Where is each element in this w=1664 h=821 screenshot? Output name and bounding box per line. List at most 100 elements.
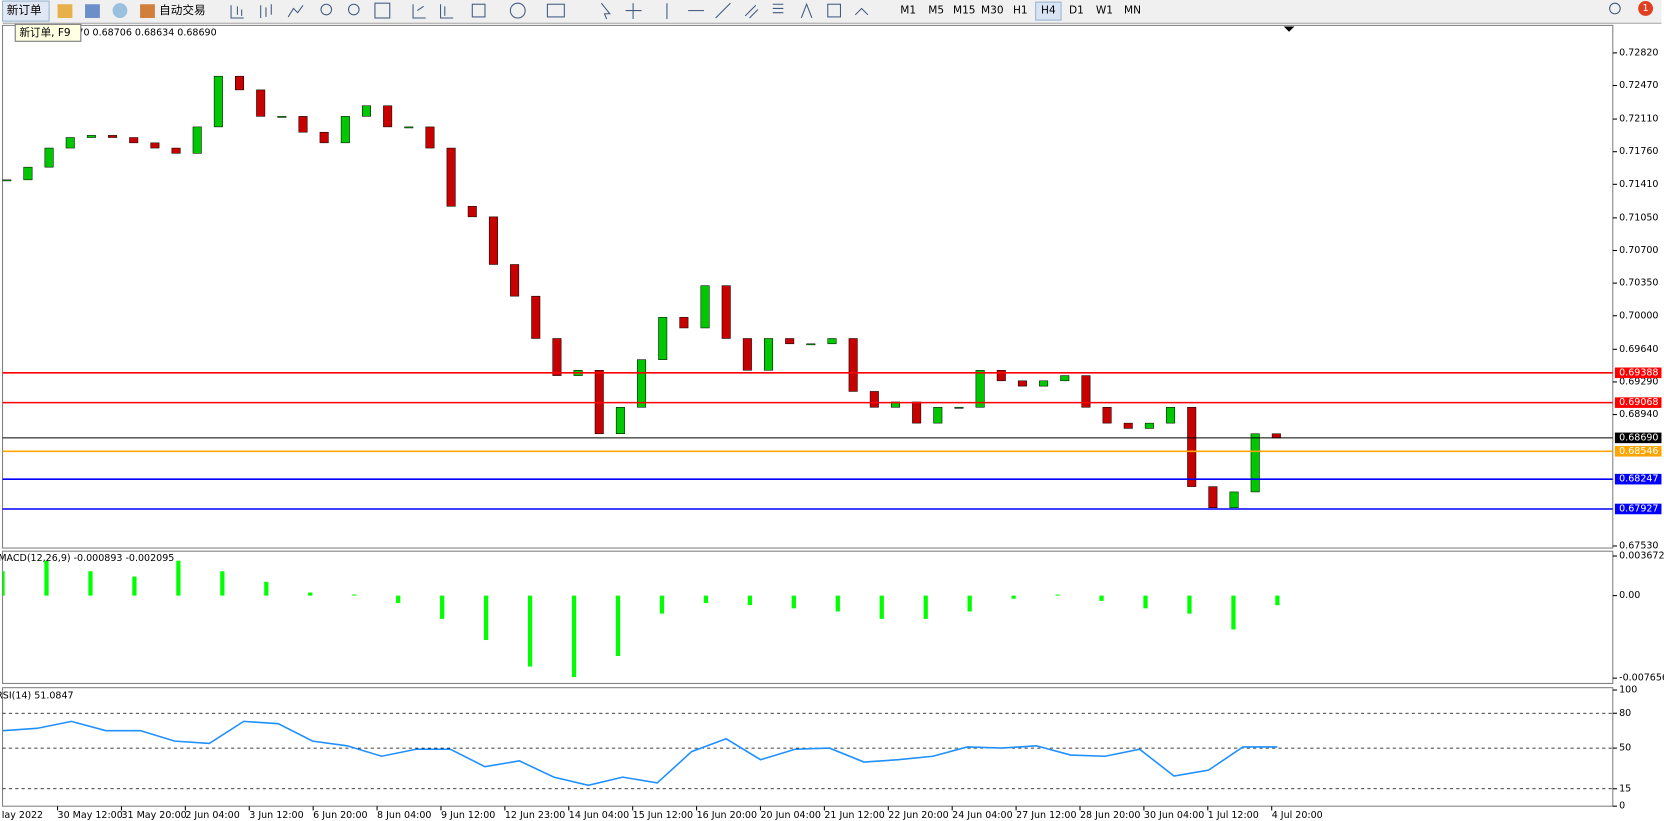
candle bbox=[171, 147, 181, 154]
y-tick-label: 80 bbox=[1619, 708, 1631, 719]
cursor-icon[interactable] bbox=[600, 2, 611, 20]
search-icon[interactable] bbox=[1609, 2, 1621, 15]
macd-bar bbox=[1011, 595, 1016, 599]
timeframe-button[interactable]: M5 bbox=[928, 5, 944, 17]
candle bbox=[615, 407, 625, 435]
timeframe-button[interactable]: H4 bbox=[1041, 5, 1056, 17]
y-tick-label: 0.72820 bbox=[1619, 47, 1658, 58]
candle bbox=[1166, 407, 1176, 424]
candle bbox=[954, 407, 964, 409]
auto-trading-icon[interactable] bbox=[140, 4, 155, 18]
candle bbox=[721, 285, 731, 339]
candle bbox=[446, 147, 456, 207]
y-tick-label: 0.70350 bbox=[1619, 278, 1658, 289]
y-tick-label: 0.72470 bbox=[1619, 80, 1658, 91]
y-tick-label: 0.00 bbox=[1619, 590, 1640, 601]
icon[interactable] bbox=[112, 3, 128, 18]
line-icon[interactable] bbox=[287, 4, 304, 18]
candle bbox=[764, 338, 774, 371]
y-tick-label: 0.71050 bbox=[1619, 212, 1658, 223]
candle bbox=[467, 206, 477, 218]
trendline-icon[interactable] bbox=[715, 2, 731, 19]
x-tick-label: 8 Jun 04:00 bbox=[377, 810, 431, 821]
macd-bar bbox=[1055, 594, 1060, 596]
candle bbox=[383, 105, 393, 128]
fibo-icon[interactable] bbox=[772, 3, 784, 14]
channel-icon[interactable] bbox=[744, 4, 759, 19]
x-tick-label: 9 Jun 12:00 bbox=[441, 810, 495, 821]
macd-bar bbox=[264, 581, 269, 596]
timeframe-button[interactable]: H1 bbox=[1013, 5, 1028, 17]
notification-count[interactable]: 1 bbox=[1643, 3, 1649, 14]
timeframe-active[interactable] bbox=[1035, 1, 1062, 21]
x-tick-label: 20 Jun 04:00 bbox=[760, 810, 820, 821]
zoom-out[interactable] bbox=[347, 3, 360, 16]
indicator-icon[interactable] bbox=[471, 3, 486, 18]
candle bbox=[679, 317, 689, 329]
candle bbox=[192, 126, 202, 154]
x-tick-label: 22 Jun 20:00 bbox=[888, 810, 948, 821]
template-icon[interactable] bbox=[546, 3, 565, 18]
price-level-label: 0.68690 bbox=[1619, 432, 1658, 443]
y-tick-label: 15 bbox=[1619, 783, 1631, 794]
candle bbox=[1039, 380, 1049, 387]
candle bbox=[235, 75, 245, 91]
y-tick-label: 0.69290 bbox=[1619, 376, 1658, 387]
label-icon[interactable] bbox=[827, 3, 841, 18]
macd-bar bbox=[44, 560, 49, 596]
price-level-tag bbox=[1614, 397, 1662, 408]
icon[interactable] bbox=[85, 4, 100, 18]
tooltip bbox=[14, 23, 82, 42]
timeframe-button[interactable]: M1 bbox=[900, 5, 916, 17]
y-tick-label: 100 bbox=[1619, 685, 1637, 696]
rsi-line bbox=[2, 720, 1278, 787]
candle bbox=[44, 147, 54, 168]
x-tick-label: 31 May 20:00 bbox=[121, 810, 186, 821]
text-icon[interactable] bbox=[800, 2, 813, 19]
macd-bar bbox=[659, 595, 665, 614]
timeframe-button[interactable]: MN bbox=[1124, 5, 1141, 17]
price-level-label: 0.69068 bbox=[1619, 397, 1658, 408]
notification-badge[interactable] bbox=[1638, 1, 1653, 16]
period-icon[interactable] bbox=[509, 2, 526, 19]
candle bbox=[1017, 380, 1027, 387]
macd-bar bbox=[835, 595, 840, 612]
candle bbox=[23, 166, 33, 181]
macd-bar bbox=[967, 595, 972, 612]
candle bbox=[552, 338, 562, 376]
timeframe-button[interactable]: M30 bbox=[981, 5, 1004, 17]
timeframe-button[interactable]: M15 bbox=[953, 5, 976, 17]
icon[interactable] bbox=[57, 4, 73, 18]
candle-icon[interactable] bbox=[260, 4, 272, 18]
macd-bar bbox=[879, 595, 884, 619]
macd-bar bbox=[308, 592, 313, 596]
x-tick-label: 3 Jun 12:00 bbox=[249, 810, 303, 821]
auto-trading-label[interactable]: 自动交易 bbox=[159, 3, 206, 17]
arrow-icon[interactable] bbox=[854, 7, 869, 16]
crosshair-icon[interactable] bbox=[625, 3, 642, 20]
macd-bar bbox=[88, 571, 93, 596]
y-tick-label: 0.70000 bbox=[1619, 310, 1658, 321]
new-order-button[interactable] bbox=[2, 0, 50, 22]
toolbar bbox=[2, 0, 1662, 24]
bar-chart-icon[interactable] bbox=[230, 5, 244, 19]
scroll-icon[interactable] bbox=[412, 4, 426, 19]
timeframe-button[interactable]: W1 bbox=[1096, 5, 1113, 17]
new-order-label[interactable]: 新订单 bbox=[7, 3, 42, 17]
x-tick-label: 2 Jun 04:00 bbox=[185, 810, 239, 821]
timeframe-button[interactable]: D1 bbox=[1069, 5, 1084, 17]
zoom-in[interactable] bbox=[320, 3, 333, 16]
macd-bar bbox=[1099, 595, 1104, 601]
x-tick-label: 4 Jul 20:00 bbox=[1272, 810, 1323, 821]
macd-bar bbox=[923, 595, 928, 619]
shift-icon[interactable] bbox=[440, 4, 454, 19]
price-level-label: 0.69388 bbox=[1619, 367, 1658, 378]
macd-bar bbox=[1231, 595, 1236, 630]
macd-bar bbox=[440, 595, 445, 619]
tile-icon[interactable] bbox=[374, 2, 391, 19]
panel-title: RSI(14) 51.0847 bbox=[0, 691, 74, 702]
candle bbox=[404, 126, 414, 129]
candle bbox=[1144, 422, 1154, 429]
candle bbox=[1060, 375, 1070, 382]
